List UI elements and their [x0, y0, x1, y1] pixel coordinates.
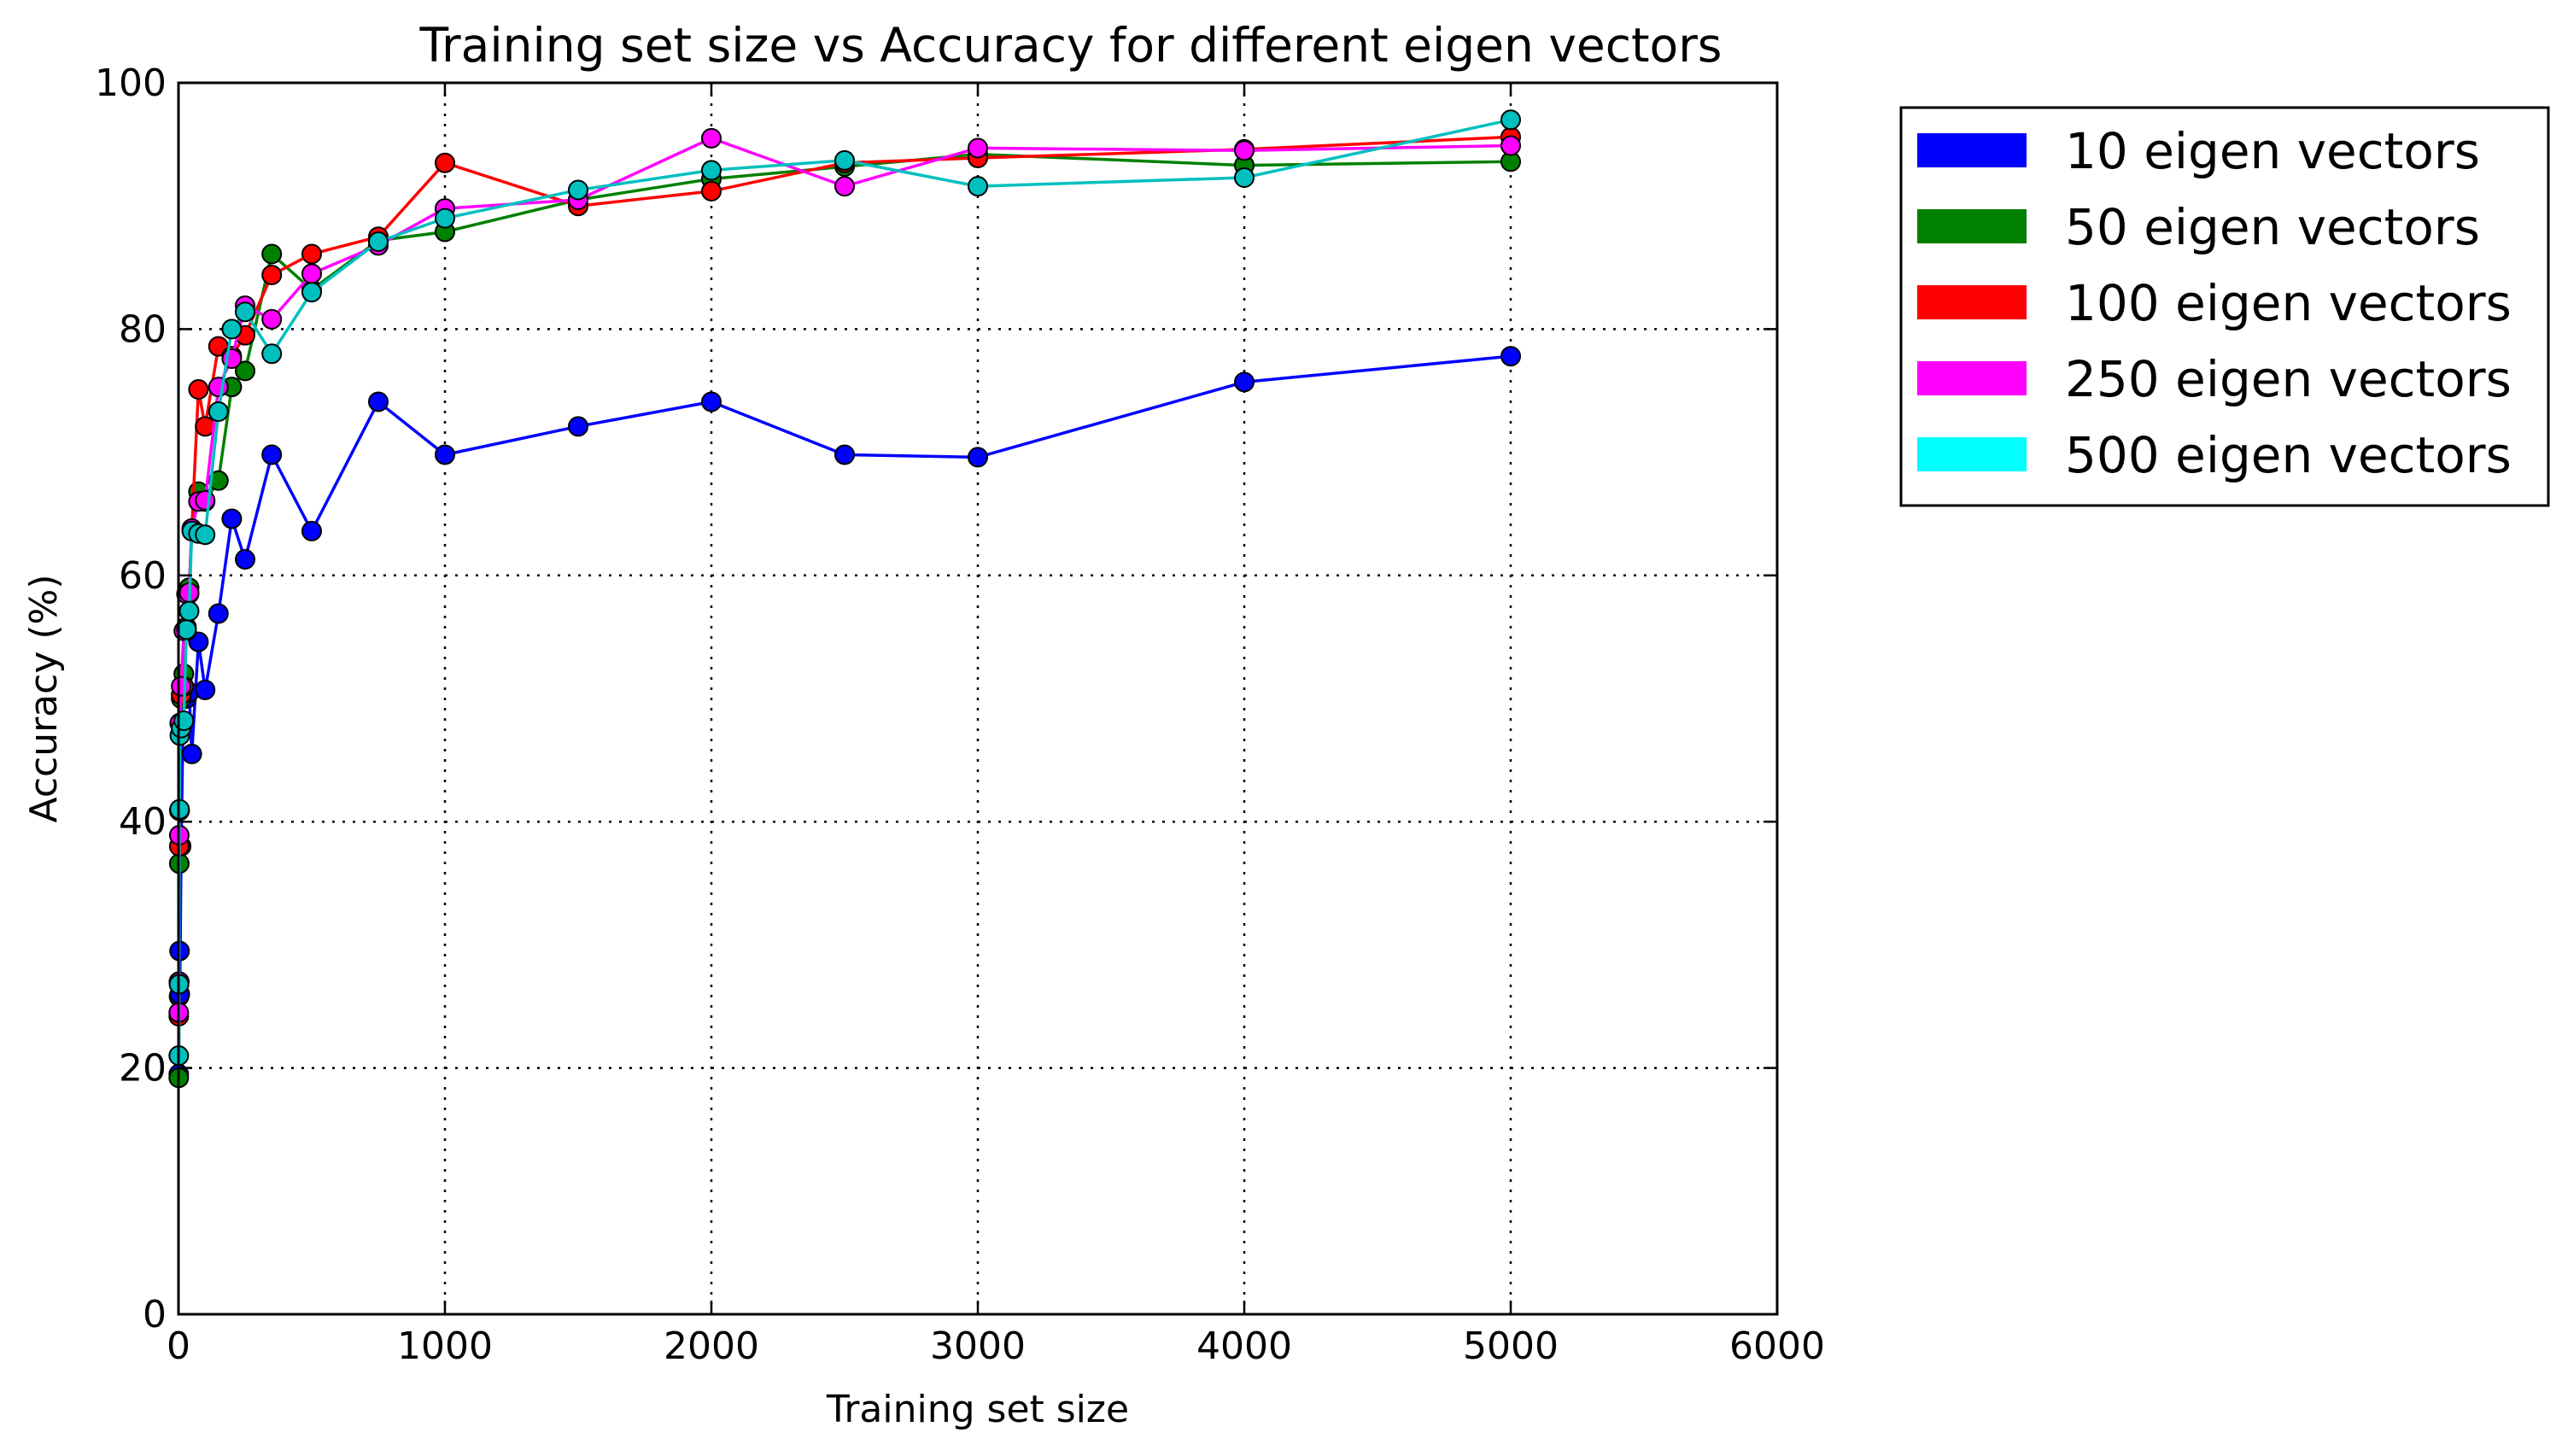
chart-title: Training set size vs Accuracy for differ…: [419, 18, 1723, 73]
x-tick-label: 0: [167, 1324, 190, 1368]
data-point: [261, 243, 283, 265]
data-point: [701, 160, 722, 181]
data-point: [368, 391, 389, 412]
data-point: [301, 243, 322, 265]
legend-swatch: [1917, 361, 2027, 395]
data-point: [208, 377, 229, 398]
y-tick-label: 0: [143, 1293, 167, 1336]
data-point: [235, 360, 255, 382]
series-line: [177, 135, 1512, 1017]
data-point: [208, 470, 229, 491]
legend-label: 50 eigen vectors: [2065, 198, 2480, 256]
data-point: [701, 180, 722, 202]
data-point: [1500, 109, 1521, 131]
series-group: [168, 126, 1521, 1027]
legend-swatch: [1917, 285, 2027, 319]
data-point: [1234, 371, 1255, 393]
y-tick-label: 80: [119, 307, 167, 351]
legend-label: 10 eigen vectors: [2065, 122, 2480, 180]
data-point: [1234, 167, 1255, 189]
legend-label: 250 eigen vectors: [2065, 350, 2512, 408]
series-group: [168, 143, 1521, 1089]
legend: 10 eigen vectors 50 eigen vectors 100 eige…: [1899, 106, 2550, 507]
y-tick-label: 100: [95, 61, 167, 105]
data-point: [301, 282, 322, 303]
y-tick-label: 20: [119, 1047, 167, 1091]
series-group: [168, 109, 1521, 1067]
data-point: [968, 447, 988, 468]
data-point: [221, 508, 243, 529]
x-tick-label: 2000: [664, 1324, 759, 1368]
data-point: [195, 679, 216, 700]
data-point: [435, 444, 455, 465]
series-line: [177, 118, 1512, 1056]
data-point: [701, 391, 722, 412]
data-point: [261, 444, 283, 465]
data-point: [208, 603, 229, 624]
x-axis-label: Training set size: [826, 1388, 1129, 1431]
data-point: [1234, 140, 1255, 161]
legend-swatch: [1917, 133, 2027, 167]
series-line: [177, 152, 1512, 1079]
x-tick-label: 1000: [397, 1324, 493, 1368]
data-point: [834, 444, 855, 465]
data-point: [261, 264, 283, 285]
x-tick-label: 5000: [1463, 1324, 1559, 1368]
data-point: [261, 343, 283, 365]
data-point: [181, 743, 202, 764]
data-point: [235, 549, 255, 570]
data-point: [568, 179, 588, 201]
data-point: [834, 176, 855, 197]
legend-swatch: [1917, 209, 2027, 243]
series-layer: [168, 109, 1521, 1089]
series-group: [168, 346, 1521, 1085]
data-point: [261, 308, 283, 330]
legend-label: 100 eigen vectors: [2065, 274, 2512, 332]
data-point: [1500, 135, 1521, 156]
data-point: [435, 208, 455, 229]
legend-swatch: [1917, 437, 2027, 471]
data-point: [195, 489, 216, 511]
y-tick-label: 40: [119, 800, 167, 844]
legend-entries: 10 eigen vectors 50 eigen vectors 100 eige…: [1917, 122, 2512, 484]
data-point: [176, 619, 197, 640]
data-point: [368, 231, 389, 253]
data-point: [834, 149, 855, 171]
data-point: [221, 319, 243, 340]
x-tick-label: 3000: [930, 1324, 1026, 1368]
grid-lines: [178, 83, 1777, 1314]
data-point: [701, 127, 722, 149]
x-tick-label: 4000: [1196, 1324, 1292, 1368]
y-axis-label: Accuracy (%): [22, 574, 66, 822]
data-point: [435, 152, 455, 173]
data-point: [171, 675, 192, 697]
data-point: [968, 176, 988, 197]
data-point: [968, 137, 988, 159]
legend-label: 500 eigen vectors: [2065, 426, 2512, 484]
data-point: [235, 301, 255, 323]
data-point: [568, 416, 588, 437]
axis-ticks: 0 1000 2000 3000 4000 5000 6000 0 20 40 60 80 100: [95, 61, 1825, 1368]
data-point: [188, 379, 209, 401]
data-point: [178, 600, 200, 622]
data-point: [195, 524, 216, 546]
data-point: [301, 520, 322, 541]
data-point: [208, 401, 229, 423]
data-point: [301, 263, 322, 284]
data-point: [1500, 346, 1521, 367]
x-tick-label: 6000: [1729, 1324, 1825, 1368]
y-tick-label: 60: [119, 554, 167, 598]
